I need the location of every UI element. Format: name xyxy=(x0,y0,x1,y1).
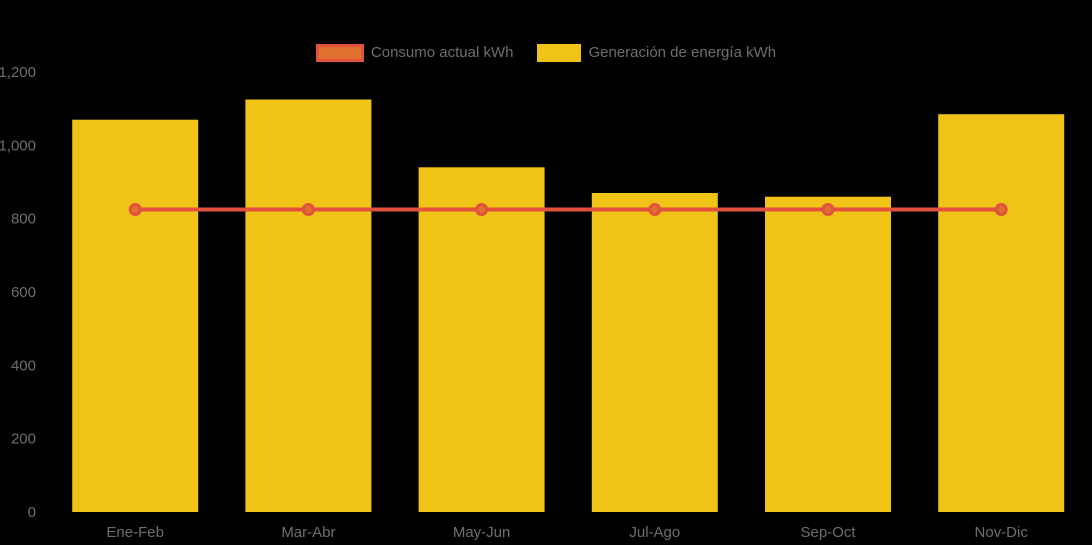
line-marker-jul-ago[interactable] xyxy=(648,203,662,216)
line-marker-sep-oct[interactable] xyxy=(821,203,835,216)
y-axis-label: 1,000 xyxy=(0,137,36,154)
legend-label-consumo: Consumo actual kWh xyxy=(370,44,514,61)
x-axis-label-jul-ago: Jul-Ago xyxy=(629,524,680,541)
bar-may-jun[interactable] xyxy=(418,167,545,513)
x-axis-label-mar-abr: Mar-Abr xyxy=(281,524,335,541)
legend-item-generacion[interactable]: Generación de energía kWh xyxy=(537,44,776,62)
x-axis-label-may-jun: May-Jun xyxy=(453,524,511,541)
bar-nov-dic[interactable] xyxy=(938,114,1065,512)
legend-item-consumo[interactable]: Consumo actual kWh xyxy=(315,44,514,62)
y-axis-label: 800 xyxy=(11,211,36,228)
line-marker-ene-feb[interactable] xyxy=(128,203,142,216)
x-axis-label-ene-feb: Ene-Feb xyxy=(106,524,164,541)
y-axis-label: 0 xyxy=(28,504,36,521)
x-axis-label-nov-dic: Nov-Dic xyxy=(975,524,1029,541)
line-marker-mar-abr[interactable] xyxy=(301,203,315,216)
x-axis-label-sep-oct: Sep-Oct xyxy=(800,524,856,541)
y-axis-label: 400 xyxy=(11,357,36,374)
y-axis-label: 600 xyxy=(11,284,36,301)
y-axis-label: 1,200 xyxy=(0,64,36,81)
line-marker-nov-dic[interactable] xyxy=(994,203,1008,216)
legend-swatch-generacion-icon xyxy=(537,44,582,62)
bar-ene-feb[interactable] xyxy=(72,119,199,512)
legend: Consumo actual kWh Generación de energía… xyxy=(0,44,1092,62)
bar-mar-abr[interactable] xyxy=(245,99,372,513)
bar-sep-oct[interactable] xyxy=(765,196,891,512)
bar-jul-ago[interactable] xyxy=(591,193,718,512)
legend-swatch-consumo-icon xyxy=(315,44,364,62)
y-axis-label: 200 xyxy=(11,431,36,448)
line-marker-may-jun[interactable] xyxy=(475,203,489,216)
legend-label-generacion: Generación de energía kWh xyxy=(588,44,777,61)
